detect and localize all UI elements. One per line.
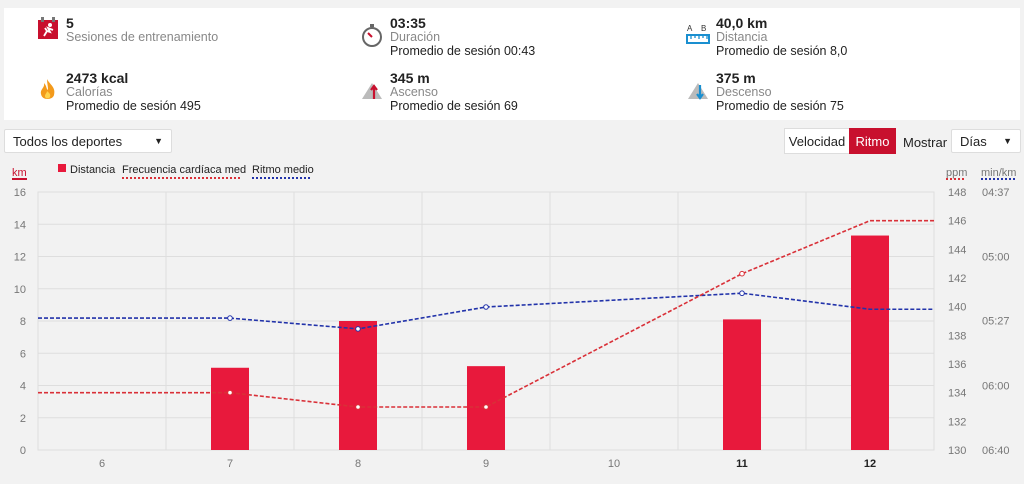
y-tick-label-ppm: 138 [948,330,966,342]
x-tick-label: 11 [736,458,748,470]
stat-calories-average: Promedio de sesión 495 [66,99,201,113]
y-tick-label-ppm: 140 [948,302,966,314]
stopwatch-icon [362,24,382,47]
legend-label-pace: Ritmo medio [252,164,314,176]
pace-toggle-button[interactable]: Ritmo [849,128,896,154]
stat-duration-label: Duración [390,30,441,44]
heart-rate-point [227,389,233,396]
stat-descent-value: 375 m [716,70,756,86]
chart-lines [38,219,934,410]
speed-toggle-button[interactable]: Velocidad [784,128,850,154]
chevron-down-icon: ▼ [154,136,163,146]
x-tick-label: 7 [227,458,233,470]
heart-rate-point [483,404,489,410]
x-tick-label: 12 [864,458,876,470]
stat-sessions-label: Sesiones de entrenamiento [66,30,219,44]
calendar-runner-icon [38,17,58,39]
distance-bar [851,235,889,450]
stat-ascent-value: 345 m [390,70,430,86]
icon-letter-b: B [701,24,706,33]
distance-bar [723,319,761,450]
pace-point [227,315,233,321]
period-select-value: Días [960,133,987,149]
stat-duration: 03:35 Duración Promedio de sesión 00:43 [360,16,535,58]
x-tick-label: 8 [355,458,361,470]
x-tick-label: 10 [608,458,620,470]
y-tick-label-km: 10 [14,284,26,296]
y-tick-label-km: 14 [14,219,26,231]
right-axis-unit-ppm: ppm [946,167,967,179]
y-tick-label-ppm: 142 [948,273,966,285]
stat-sessions: 5 Sesiones de entrenamiento [36,16,218,44]
descent-icon [688,83,708,100]
stat-duration-value: 03:35 [390,15,426,31]
pace-line [38,292,934,330]
stat-sessions-value: 5 [66,15,74,31]
distance-bars [211,235,889,450]
y-tick-label-ppm: 134 [948,388,966,400]
sport-select[interactable]: Todos los deportes ▼ [4,129,172,153]
y-tick-label-pace: 05:00 [982,251,1010,263]
stats-panel: 5 Sesiones de entrenamiento 03:35 Duraci… [4,8,1020,120]
y-tick-label-ppm: 136 [948,359,966,371]
y-tick-label-ppm: 144 [948,244,966,256]
distance-bar [211,367,249,450]
legend-label-distance: Distancia [70,164,116,176]
show-label: Mostrar [903,135,948,150]
legend-label-heart-rate: Frecuencia cardíaca med [122,164,246,176]
chart-axes: 0 2 4 6 8 10 12 14 16 130 132 134 136 138 140 142 144 146… [12,167,1016,470]
stat-descent-average: Promedio de sesión 75 [716,99,844,113]
activity-chart: 0 2 4 6 8 10 12 14 16 130 132 134 136 138 140 142 144 146… [12,164,1016,470]
pace-point [483,304,489,310]
pace-point [355,326,361,332]
y-tick-label-km: 8 [20,316,26,328]
y-tick-label-ppm: 146 [948,216,966,228]
stat-calories: 2473 kcal Calorías Promedio de sesión 49… [36,71,201,113]
x-tick-label: 9 [483,458,489,470]
y-tick-label-km: 0 [20,445,26,457]
ascent-icon [362,83,382,99]
distance-bar [339,321,377,450]
x-tick-label: 6 [99,458,105,470]
flame-icon [40,79,55,99]
stat-ascent-label: Ascenso [390,85,438,99]
period-select[interactable]: Días ▼ [951,129,1021,153]
pace-point [739,290,745,297]
stat-descent: 375 m Descenso Promedio de sesión 75 [686,71,844,113]
heart-rate-point [355,404,361,410]
y-tick-label-pace: 04:37 [982,187,1010,199]
stat-distance-value: 40,0 km [716,15,768,31]
y-tick-label-km: 12 [14,252,26,264]
y-tick-label-ppm: 132 [948,416,966,428]
stat-distance-label: Distancia [716,30,768,44]
right-axis-unit-pace: min/km [981,167,1016,179]
icon-letter-a: A [687,24,693,33]
stat-distance: A B 40,0 km Distancia Promedio de sesión… [686,16,847,58]
y-tick-label-km: 4 [20,381,26,393]
y-tick-label-ppm: 130 [948,445,966,457]
heart-rate-line [38,219,934,408]
heart-rate-point [739,270,745,277]
stat-descent-label: Descenso [716,85,772,99]
stat-distance-average: Promedio de sesión 8,0 [716,44,848,58]
stat-ascent-average: Promedio de sesión 69 [390,99,518,113]
stat-duration-average: Promedio de sesión 00:43 [390,44,536,58]
y-tick-label-pace: 05:27 [982,315,1010,327]
y-tick-label-km: 2 [20,413,26,425]
y-tick-label-km: 6 [20,348,26,360]
y-tick-label-pace: 06:40 [982,445,1010,457]
left-axis-unit: km [12,167,27,179]
chart-legend: Distancia Frecuencia cardíaca med Ritmo me… [58,164,314,179]
y-tick-label-km: 16 [14,187,26,199]
stat-calories-value: 2473 kcal [66,70,129,86]
ruler-ab-icon: A B [686,24,710,44]
stat-ascent: 345 m Ascenso Promedio de sesión 69 [360,71,518,113]
y-tick-label-ppm: 148 [948,187,966,199]
stat-calories-label: Calorías [66,85,113,99]
sport-select-value: Todos los deportes [13,133,123,149]
chevron-down-icon: ▼ [1003,136,1012,146]
y-tick-label-pace: 06:00 [982,380,1010,392]
legend-swatch-distance [58,164,66,172]
